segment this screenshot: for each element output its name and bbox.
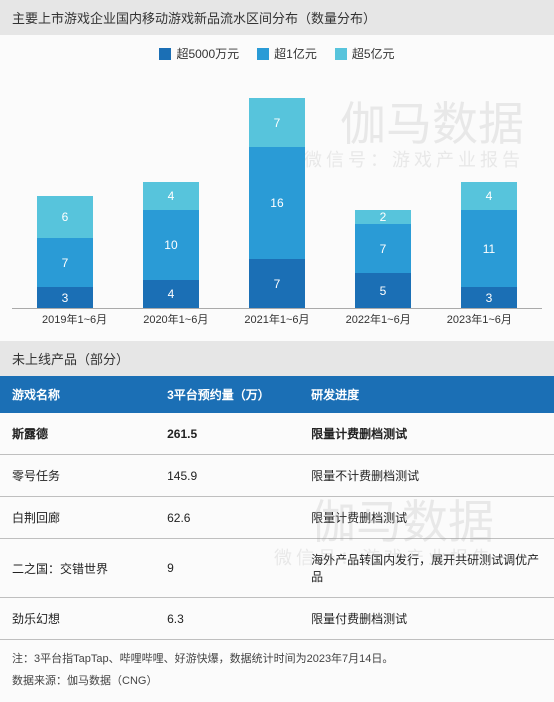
table-cell: 二之国：交错世界 [0, 539, 155, 598]
bar-segment: 16 [249, 147, 305, 259]
bar-group: 572 [335, 210, 430, 308]
x-axis-label: 2022年1~6月 [333, 311, 424, 327]
legend-label: 超5000万元 [176, 45, 239, 62]
report-container: { "chart": { "title": "主要上市游戏企业国内移动游戏新品流… [0, 0, 554, 702]
table-cell: 劲乐幻想 [0, 598, 155, 640]
legend-item: 超5000万元 [159, 45, 239, 62]
table-title: 未上线产品（部分） [0, 341, 554, 376]
table-row: 白荆回廊62.6限量计费删档测试 [0, 497, 554, 539]
legend-swatch [335, 48, 347, 60]
legend-swatch [159, 48, 171, 60]
bar-group: 376 [17, 196, 112, 308]
bar-segment: 6 [37, 196, 93, 238]
legend-item: 超5亿元 [335, 45, 395, 62]
table-cell: 限量不计费删档测试 [299, 455, 554, 497]
table-cell: 9 [155, 539, 299, 598]
x-axis-label: 2020年1~6月 [130, 311, 221, 327]
bar-segment: 2 [355, 210, 411, 224]
bar-segment: 11 [461, 210, 517, 287]
chart-plot-area: 伽马数据 微信号：游戏产业报告 376410471675723114 [0, 68, 554, 308]
bar-stack: 572 [355, 210, 411, 308]
bar-segment: 4 [143, 280, 199, 308]
watermark-sub: 微信号：游戏产业报告 [304, 146, 524, 172]
watermark-main: 伽马数据 [340, 88, 524, 154]
table-cell: 145.9 [155, 455, 299, 497]
bar-group: 7167 [229, 98, 324, 308]
bar-segment: 4 [143, 182, 199, 210]
table-cell: 白荆回廊 [0, 497, 155, 539]
table-header-cell: 研发进度 [299, 376, 554, 413]
bar-segment: 4 [461, 182, 517, 210]
table-cell: 限量付费删档测试 [299, 598, 554, 640]
table-cell: 6.3 [155, 598, 299, 640]
footnote-text: 注：3平台指TapTap、哔哩哔哩、好游快爆，数据统计时间为2023年7月14日… [0, 640, 554, 666]
table-row: 斯露德261.5限量计费删档测试 [0, 413, 554, 455]
table-body: 斯露德261.5限量计费删档测试零号任务145.9限量不计费删档测试白荆回廊62… [0, 413, 554, 640]
x-axis-label: 2019年1~6月 [29, 311, 120, 327]
table-cell: 261.5 [155, 413, 299, 455]
bar-group: 3114 [441, 182, 536, 308]
table-header-cell: 游戏名称 [0, 376, 155, 413]
bar-segment: 7 [249, 259, 305, 308]
table-header-cell: 3平台预约量（万） [155, 376, 299, 413]
table-cell: 零号任务 [0, 455, 155, 497]
chart-x-axis: 2019年1~6月 2020年1~6月 2021年1~6月 2022年1~6月 2023… [12, 308, 542, 341]
bar-segment: 7 [37, 238, 93, 287]
source-text: 数据来源：伽马数据（CNG） [0, 666, 554, 702]
bar-stack: 7167 [249, 98, 305, 308]
bar-segment: 3 [461, 287, 517, 308]
bar-segment: 10 [143, 210, 199, 280]
bar-segment: 3 [37, 287, 93, 308]
legend-swatch [257, 48, 269, 60]
chart-title: 主要上市游戏企业国内移动游戏新品流水区间分布（数量分布） [0, 0, 554, 35]
x-axis-label: 2023年1~6月 [434, 311, 525, 327]
table-wrap: 伽马数据 微信号：游戏产业报告 游戏名称3平台预约量（万）研发进度 斯露德261… [0, 376, 554, 640]
products-table: 游戏名称3平台预约量（万）研发进度 斯露德261.5限量计费删档测试零号任务14… [0, 376, 554, 640]
table-cell: 限量计费删档测试 [299, 413, 554, 455]
table-row: 劲乐幻想6.3限量付费删档测试 [0, 598, 554, 640]
bar-segment: 5 [355, 273, 411, 308]
bar-segment: 7 [249, 98, 305, 147]
bar-stack: 3114 [461, 182, 517, 308]
legend-label: 超1亿元 [274, 45, 317, 62]
table-cell: 海外产品转国内发行，展开共研测试调优产品 [299, 539, 554, 598]
bar-stack: 376 [37, 196, 93, 308]
table-header-row: 游戏名称3平台预约量（万）研发进度 [0, 376, 554, 413]
legend-label: 超5亿元 [352, 45, 395, 62]
x-axis-label: 2021年1~6月 [231, 311, 322, 327]
legend-item: 超1亿元 [257, 45, 317, 62]
bar-stack: 4104 [143, 182, 199, 308]
table-cell: 斯露德 [0, 413, 155, 455]
table-row: 零号任务145.9限量不计费删档测试 [0, 455, 554, 497]
table-row: 二之国：交错世界9海外产品转国内发行，展开共研测试调优产品 [0, 539, 554, 598]
bar-group: 4104 [123, 182, 218, 308]
bar-segment: 7 [355, 224, 411, 273]
table-cell: 限量计费删档测试 [299, 497, 554, 539]
table-cell: 62.6 [155, 497, 299, 539]
chart-legend: 超5000万元 超1亿元 超5亿元 [0, 35, 554, 68]
